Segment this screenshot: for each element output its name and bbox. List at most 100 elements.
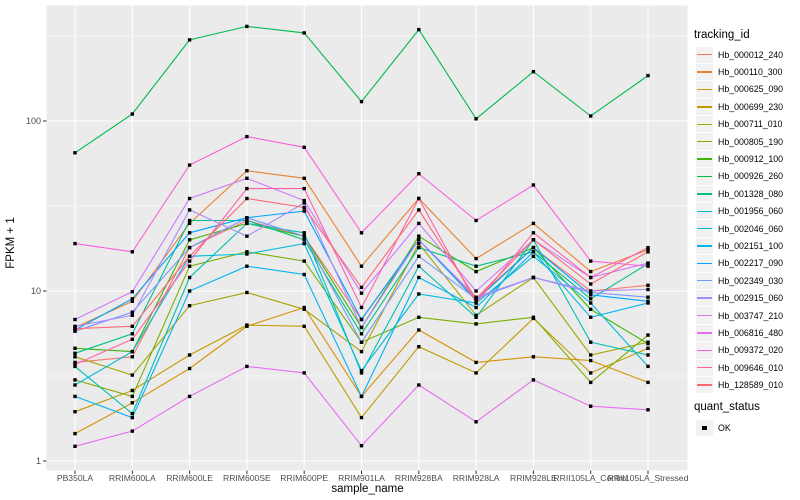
- data-point: [474, 420, 478, 424]
- legend-item-Hb_002217_090: Hb_002217_090: [696, 255, 783, 272]
- data-point: [130, 299, 134, 303]
- data-point: [302, 198, 306, 203]
- legend-label: Hb_000012_240: [718, 49, 784, 60]
- data-point: [646, 248, 650, 252]
- data-point: [302, 241, 306, 246]
- data-point: [302, 209, 306, 213]
- data-point: [417, 264, 421, 268]
- data-point: [417, 241, 421, 246]
- data-point: [187, 259, 192, 263]
- data-point: [474, 371, 478, 375]
- legend-key-line-icon: [696, 220, 713, 237]
- data-point: [73, 317, 77, 322]
- data-point: [359, 332, 364, 336]
- data-point: [646, 364, 650, 369]
- data-point: [73, 324, 77, 328]
- data-point: [187, 196, 192, 201]
- data-point: [130, 415, 134, 420]
- legend-key-line-icon: [696, 150, 713, 168]
- data-point: [130, 290, 134, 294]
- data-point: [646, 380, 650, 385]
- data-point: [474, 322, 478, 326]
- legend-label: Hb_002915_060: [718, 293, 784, 304]
- legend-key-line-icon: [696, 324, 713, 342]
- data-point: [130, 394, 134, 399]
- data-point: [646, 299, 650, 303]
- data-point: [359, 340, 364, 344]
- series-points-Hb_009372_020: [73, 134, 650, 268]
- data-point: [474, 218, 478, 223]
- data-point: [646, 261, 650, 265]
- data-point: [187, 221, 192, 226]
- data-point: [245, 186, 249, 191]
- legend-item-Hb_000926_260: Hb_000926_260: [696, 168, 783, 185]
- y-tick-label-10: 10: [30, 286, 41, 296]
- data-point: [531, 245, 536, 250]
- data-point: [302, 205, 306, 210]
- data-point: [646, 250, 650, 254]
- data-point: [589, 293, 593, 297]
- data-point: [302, 231, 306, 235]
- data-point: [417, 196, 421, 201]
- data-point: [130, 429, 134, 433]
- data-point: [73, 362, 77, 367]
- data-point: [359, 285, 364, 290]
- data-point: [359, 291, 364, 295]
- data-point: [474, 256, 478, 261]
- legend-label: Hb_001956_060: [718, 206, 784, 217]
- data-point: [359, 444, 364, 448]
- data-point: [359, 317, 364, 322]
- x-tick-label-RRIM600SE: RRIM600SE: [223, 473, 271, 483]
- data-point: [73, 327, 77, 331]
- data-point: [531, 221, 536, 226]
- legend-key-line-icon: [696, 46, 713, 63]
- legend-item-Hb_001956_060: Hb_001956_060: [696, 203, 783, 220]
- data-point: [589, 289, 593, 293]
- legend-key-line-icon: [696, 203, 713, 220]
- legend-key-line-icon: [696, 307, 713, 324]
- data-point: [646, 264, 650, 268]
- legend-label: Hb_009646_010: [718, 362, 784, 373]
- y-tick-label-100: 100: [25, 116, 41, 126]
- data-point: [646, 287, 650, 292]
- data-point: [474, 301, 478, 305]
- data-point: [474, 313, 478, 317]
- data-point: [474, 289, 478, 293]
- data-point: [417, 383, 421, 387]
- legend-label: Hb_002151_100: [718, 240, 784, 251]
- legend-label: Hb_128589_010: [718, 380, 784, 391]
- data-point: [589, 404, 593, 408]
- legend-label: Hb_002349_030: [718, 275, 784, 286]
- legend-key-line-icon: [696, 376, 713, 394]
- data-point: [531, 183, 536, 187]
- legend-item-Hb_009646_010: Hb_009646_010: [696, 359, 783, 376]
- legend-item-Hb_002349_030: Hb_002349_030: [696, 272, 783, 289]
- data-point: [187, 394, 192, 399]
- y-axis-title: FPKM + 1: [5, 217, 17, 269]
- data-point: [359, 368, 364, 373]
- legend-item-Hb_006816_480: Hb_006816_480: [696, 324, 783, 342]
- data-point: [73, 360, 77, 365]
- data-point: [245, 218, 249, 223]
- data-point: [474, 117, 478, 121]
- data-point: [417, 345, 421, 349]
- data-point: [130, 388, 134, 393]
- data-point: [646, 295, 650, 299]
- data-point: [73, 431, 77, 436]
- legend-item-Hb_000805_190: Hb_000805_190: [696, 133, 783, 150]
- data-point: [130, 112, 134, 116]
- data-point: [73, 346, 77, 350]
- data-point: [531, 315, 536, 319]
- series-points-Hb_009646_010: [73, 186, 650, 367]
- data-point: [474, 305, 478, 310]
- data-point: [73, 241, 77, 246]
- data-point: [302, 234, 306, 238]
- x-tick-label-RRIM928LE: RRIM928LE: [509, 473, 557, 483]
- data-point: [359, 231, 364, 235]
- data-point: [417, 221, 421, 226]
- x-tick-label-RRIM928BA: RRIM928BA: [394, 473, 443, 483]
- legend-key-line-icon: [696, 185, 713, 203]
- x-tick-label-RRIM928LA: RRIM928LA: [452, 473, 500, 483]
